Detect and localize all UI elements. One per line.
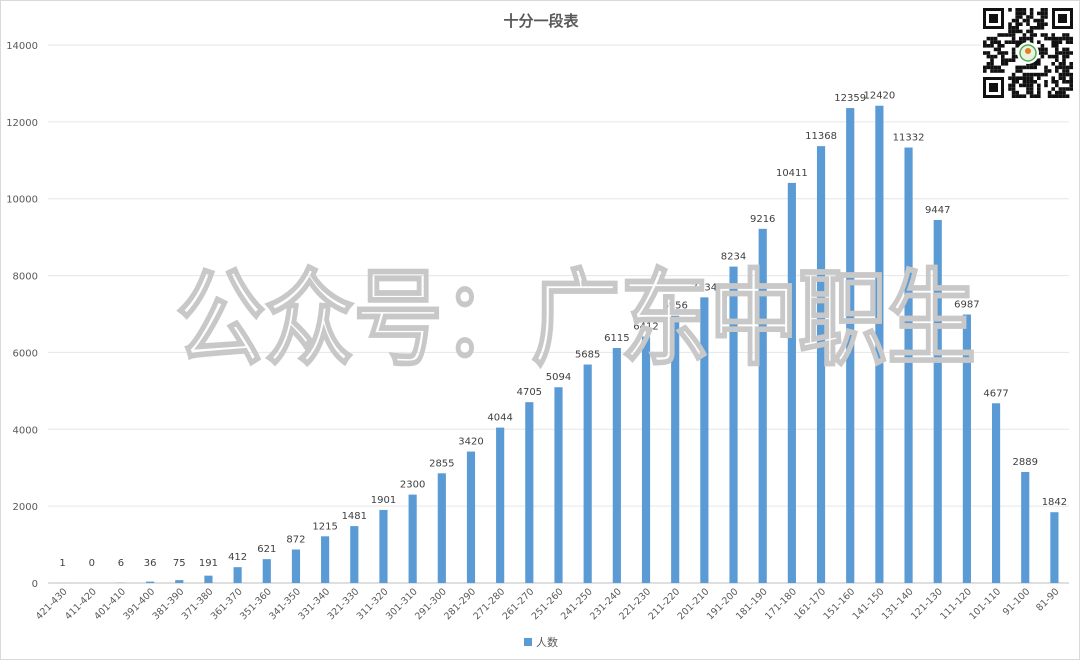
data-label: 1215 — [312, 521, 337, 532]
data-labels: 1 0 6 36 75 191 412 621 872 1215 1481 1901 2300 2855 3… — [59, 91, 1067, 569]
y-tick-label: 14000 — [6, 41, 38, 52]
data-label: 75 — [173, 558, 186, 569]
legend: 人数 — [524, 636, 558, 649]
data-label: 11332 — [893, 133, 925, 144]
bar — [496, 427, 505, 583]
y-tick-label: 4000 — [13, 425, 38, 436]
data-label: 7434 — [692, 282, 717, 293]
bar — [846, 108, 855, 584]
y-tick-label: 0 — [32, 579, 38, 590]
qr-code-icon — [981, 6, 1075, 100]
data-label: 2855 — [429, 458, 454, 469]
bar — [671, 315, 680, 583]
bar — [350, 526, 359, 583]
data-label: 4705 — [517, 387, 542, 398]
data-label: 621 — [257, 544, 276, 555]
bar — [700, 297, 709, 583]
data-label: 1842 — [1042, 497, 1067, 508]
y-tick-label: 8000 — [13, 272, 38, 283]
data-label: 3420 — [458, 437, 483, 448]
bar — [525, 402, 534, 583]
legend-swatch — [524, 638, 532, 646]
bar — [991, 403, 1001, 583]
data-label: 1481 — [342, 511, 367, 522]
data-label: 11368 — [805, 131, 837, 142]
bar — [175, 580, 184, 583]
bar — [291, 549, 301, 583]
y-tick-label: 6000 — [13, 348, 38, 359]
bar — [962, 314, 971, 583]
bar — [437, 473, 446, 583]
bar — [933, 219, 942, 584]
bar — [466, 451, 476, 583]
bar — [262, 559, 271, 583]
x-tick-label: 91-100 — [1001, 586, 1033, 618]
y-tick-label: 12000 — [6, 118, 38, 129]
data-label: 0 — [89, 558, 95, 569]
legend-label: 人数 — [536, 636, 558, 649]
bar — [554, 387, 563, 583]
data-label: 412 — [228, 552, 247, 563]
data-label: 8234 — [721, 252, 746, 263]
data-label: 2889 — [1013, 457, 1038, 468]
bar — [729, 266, 738, 583]
data-label: 2300 — [400, 480, 425, 491]
data-label: 12420 — [863, 91, 895, 102]
chart-title: 十分一段表 — [503, 12, 579, 30]
x-tick-label: 81-90 — [1034, 586, 1061, 613]
data-label: 4677 — [983, 388, 1008, 399]
data-label: 6115 — [604, 333, 629, 344]
y-tick-label: 2000 — [13, 502, 38, 513]
watermark: 公众号：广东中职生 — [176, 258, 976, 380]
bar — [583, 364, 592, 583]
bar — [1050, 512, 1059, 583]
bar — [758, 228, 767, 583]
data-label: 5685 — [575, 350, 600, 361]
bar — [146, 581, 155, 583]
x-axis-tick-labels: 421-430411-420401-410391-400381-390371-3… — [34, 586, 1062, 622]
data-label: 6956 — [662, 301, 687, 312]
bar — [379, 509, 388, 583]
bar — [408, 494, 417, 583]
data-label: 10411 — [776, 168, 808, 179]
data-label: 6412 — [633, 322, 658, 333]
data-label: 1901 — [371, 495, 396, 506]
data-label: 6987 — [954, 299, 979, 310]
bar — [875, 105, 884, 584]
bar — [787, 182, 796, 583]
bar — [1021, 471, 1030, 583]
bar — [321, 536, 330, 583]
x-tick-label: 101-110 — [967, 586, 1003, 622]
bar — [612, 348, 621, 583]
data-label: 12359 — [834, 93, 866, 104]
data-label: 5094 — [546, 372, 571, 383]
bars — [58, 105, 1059, 584]
data-label: 36 — [144, 558, 157, 569]
y-tick-label: 10000 — [6, 195, 38, 206]
data-label: 9447 — [925, 205, 950, 216]
data-label: 1 — [59, 558, 65, 569]
bar — [233, 567, 242, 583]
bar — [641, 336, 651, 583]
data-label: 9216 — [750, 214, 775, 225]
bar — [816, 146, 826, 584]
data-label: 6 — [118, 558, 124, 569]
bar — [204, 575, 213, 583]
data-label: 872 — [286, 534, 305, 545]
data-label: 4044 — [487, 413, 512, 424]
y-axis-tick-labels: 0 2000 4000 6000 8000 10000 12000 14000 — [6, 41, 38, 590]
data-label: 191 — [199, 558, 218, 569]
bar — [904, 147, 913, 583]
